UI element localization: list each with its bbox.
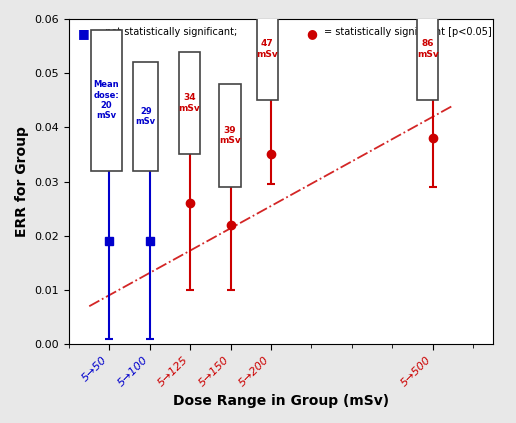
Text: 39
mSv: 39 mSv bbox=[219, 126, 240, 145]
FancyBboxPatch shape bbox=[417, 0, 439, 100]
Text: 47
mSv: 47 mSv bbox=[256, 39, 278, 58]
FancyBboxPatch shape bbox=[91, 30, 122, 171]
Text: 34
mSv: 34 mSv bbox=[179, 93, 200, 113]
Text: 86
mSv: 86 mSv bbox=[417, 39, 439, 58]
FancyBboxPatch shape bbox=[219, 84, 240, 187]
Text: 29
mSv: 29 mSv bbox=[136, 107, 156, 126]
FancyBboxPatch shape bbox=[134, 62, 158, 171]
Text: ■: ■ bbox=[77, 27, 89, 40]
X-axis label: Dose Range in Group (mSv): Dose Range in Group (mSv) bbox=[173, 394, 389, 408]
Text: =not statistically significant;: =not statistically significant; bbox=[96, 27, 243, 37]
Text: = statistically significant [p<0.05]: = statistically significant [p<0.05] bbox=[324, 27, 491, 37]
Y-axis label: ERR for Group: ERR for Group bbox=[15, 126, 29, 237]
FancyBboxPatch shape bbox=[179, 52, 200, 154]
Text: ●: ● bbox=[307, 27, 317, 40]
Text: Mean
dose:
20
mSv: Mean dose: 20 mSv bbox=[93, 80, 119, 121]
FancyBboxPatch shape bbox=[256, 0, 278, 100]
